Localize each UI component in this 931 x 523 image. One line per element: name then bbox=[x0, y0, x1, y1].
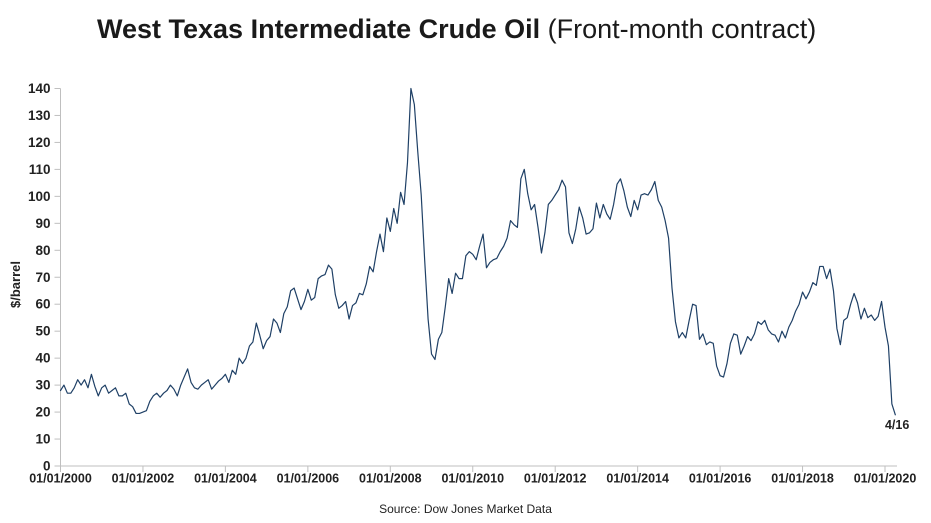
svg-text:50: 50 bbox=[35, 324, 50, 339]
svg-text:20: 20 bbox=[35, 405, 50, 420]
svg-text:01/01/2016: 01/01/2016 bbox=[689, 472, 752, 486]
svg-text:01/01/2012: 01/01/2012 bbox=[524, 472, 587, 486]
svg-text:90: 90 bbox=[35, 216, 50, 231]
svg-text:4/16: 4/16 bbox=[885, 418, 909, 432]
svg-text:01/01/2014: 01/01/2014 bbox=[606, 472, 669, 486]
svg-text:01/01/2010: 01/01/2010 bbox=[441, 472, 504, 486]
svg-text:01/01/2006: 01/01/2006 bbox=[277, 472, 340, 486]
svg-text:130: 130 bbox=[28, 108, 51, 123]
svg-text:10: 10 bbox=[35, 432, 50, 447]
svg-text:30: 30 bbox=[35, 378, 50, 393]
svg-text:110: 110 bbox=[29, 162, 51, 177]
svg-text:01/01/2004: 01/01/2004 bbox=[194, 472, 257, 486]
svg-text:01/01/2008: 01/01/2008 bbox=[359, 472, 422, 486]
svg-text:80: 80 bbox=[35, 243, 50, 258]
svg-text:01/01/2002: 01/01/2002 bbox=[112, 472, 175, 486]
svg-text:40: 40 bbox=[35, 351, 50, 366]
svg-text:70: 70 bbox=[35, 270, 50, 285]
svg-text:100: 100 bbox=[28, 189, 51, 204]
svg-text:120: 120 bbox=[28, 135, 51, 150]
svg-text:60: 60 bbox=[35, 297, 50, 312]
svg-text:01/01/2020: 01/01/2020 bbox=[854, 472, 917, 486]
svg-text:01/01/2018: 01/01/2018 bbox=[771, 472, 834, 486]
svg-text:01/01/2000: 01/01/2000 bbox=[29, 472, 92, 486]
svg-text:140: 140 bbox=[28, 81, 51, 96]
